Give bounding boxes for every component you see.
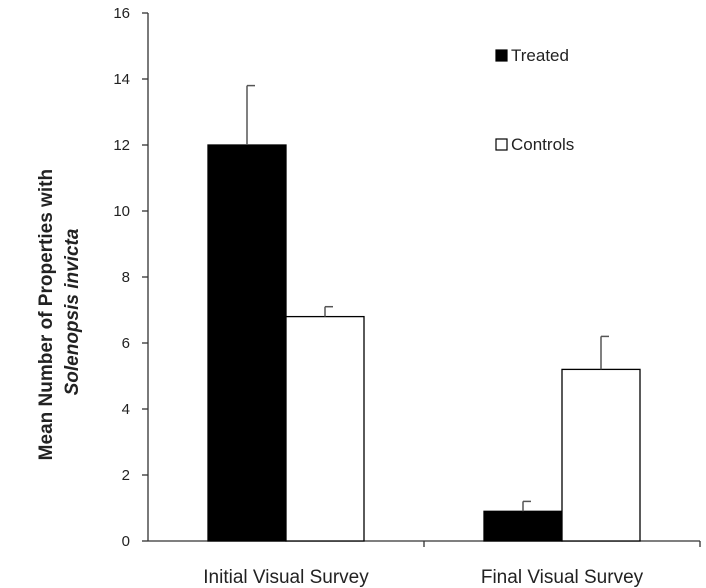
- y-tick-label: 16: [113, 5, 130, 22]
- y-tick-label: 4: [122, 401, 130, 418]
- legend-swatch-treated: [495, 49, 508, 62]
- y-axis: 0 2 4 6 8 10 12 14 16: [113, 5, 149, 550]
- bars: [207, 144, 641, 542]
- x-category-label: Final Visual Survey: [481, 567, 644, 588]
- legend: Treated Controls: [495, 46, 574, 154]
- y-axis-label-line2: Solenopsis invicta: [62, 228, 83, 395]
- x-axis: Initial Visual Survey Final Visual Survey: [148, 540, 701, 588]
- y-tick-label: 10: [113, 203, 130, 220]
- y-tick-label: 0: [122, 533, 130, 550]
- bar-controls: [561, 368, 641, 542]
- y-axis-label: Mean Number of Properties with Solenopsi…: [36, 164, 83, 461]
- y-tick-label: 12: [113, 137, 130, 154]
- y-tick-label: 8: [122, 269, 130, 286]
- bar-controls: [285, 315, 365, 542]
- y-axis-label-line1: Mean Number of Properties with: [36, 169, 57, 460]
- y-tick-label: 14: [113, 71, 130, 88]
- error-bars: [246, 84, 609, 512]
- y-tick-label: 2: [122, 467, 130, 484]
- y-tick-label: 6: [122, 335, 130, 352]
- legend-label-treated: Treated: [511, 46, 569, 65]
- bar-treated: [207, 144, 287, 542]
- legend-label-controls: Controls: [511, 135, 574, 154]
- bar-treated: [483, 510, 563, 542]
- x-category-label: Initial Visual Survey: [203, 567, 369, 588]
- legend-swatch-controls: [495, 138, 508, 151]
